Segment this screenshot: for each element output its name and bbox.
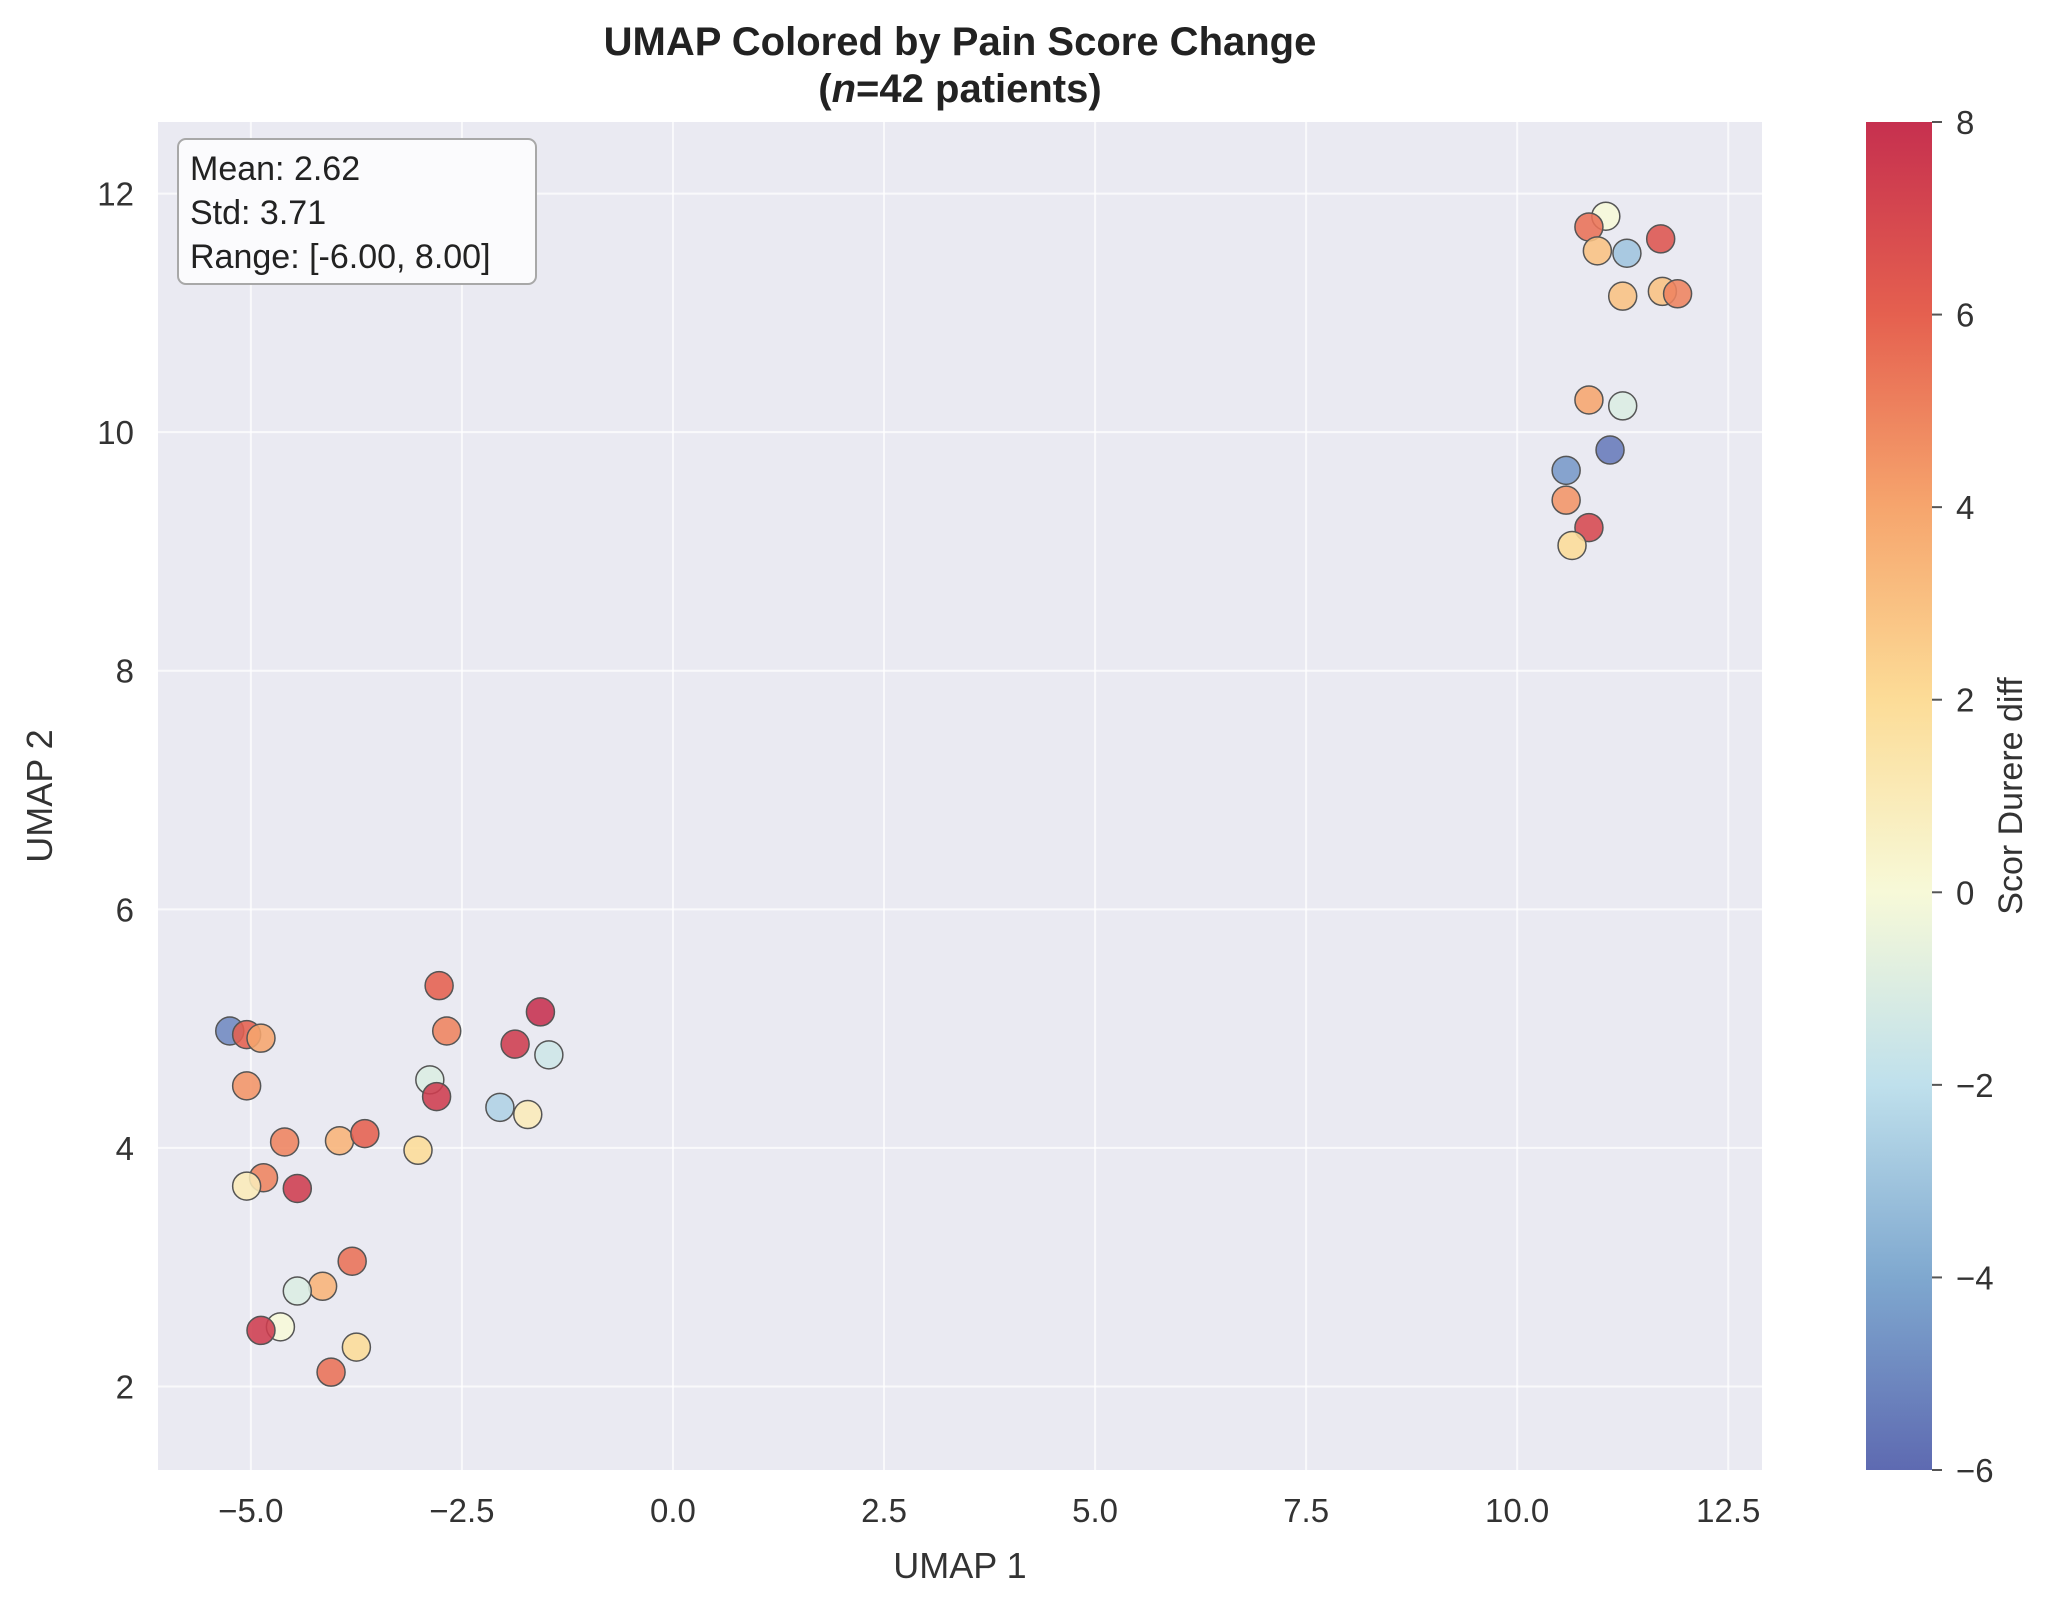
data-point: [282, 1276, 313, 1306]
y-tick-labels: 2 4 6 8 10 12: [97, 176, 134, 1406]
chart-title: UMAP Colored by Pain Score Change: [604, 20, 1317, 64]
x-tick-label: 10.0: [1485, 1492, 1549, 1529]
data-point: [513, 1099, 543, 1130]
data-point: [324, 1126, 355, 1156]
colorbar-tick-label: −2: [1956, 1067, 1994, 1104]
data-point: [1595, 435, 1625, 465]
colorbar-tick-label: 0: [1956, 874, 1974, 911]
colorbar-tick-label: 4: [1956, 489, 1974, 526]
data-point: [1607, 391, 1638, 421]
data-point: [424, 970, 454, 1001]
data-point: [337, 1246, 367, 1276]
data-point: [231, 1171, 262, 1201]
colorbar-tick-label: −6: [1956, 1452, 1994, 1489]
data-point: [1551, 455, 1581, 486]
data-point: [350, 1118, 380, 1149]
data-point: [485, 1092, 515, 1123]
colorbar-tick-labels: −6 −4 −2 0 2 4 6 8: [1932, 104, 1994, 1489]
y-tick-label: 12: [97, 176, 134, 213]
stats-range: Range: [-6.00, 8.00]: [190, 238, 491, 276]
data-point: [525, 997, 556, 1027]
data-point: [534, 1040, 564, 1070]
x-tick-label: 5.0: [1072, 1492, 1118, 1529]
stats-box-frame: [177, 138, 537, 285]
data-point: [403, 1135, 433, 1166]
data-point: [269, 1127, 300, 1157]
y-tick-label: 8: [116, 653, 134, 690]
data-point: [421, 1081, 452, 1112]
stats-mean: Mean: 2.62: [190, 150, 360, 188]
data-point: [431, 1016, 462, 1046]
x-tick-labels: −5.0 −2.5 0.0 2.5 5.0 7.5 10.0 12.5: [218, 1492, 1760, 1529]
colorbar-tick-label: 6: [1956, 297, 1974, 334]
data-point: [246, 1023, 276, 1053]
y-axis-label: UMAP 2: [19, 729, 60, 862]
data-point: [1662, 279, 1693, 309]
data-point: [1574, 385, 1604, 415]
grid-lines: [158, 122, 1762, 1470]
data-point: [500, 1029, 530, 1059]
data-point: [1612, 238, 1642, 268]
plot-area: [158, 122, 1762, 1470]
x-tick-label: −2.5: [429, 1492, 494, 1529]
y-tick-label: 10: [97, 414, 134, 451]
chart-subtitle: (n=42 patients): [818, 67, 1101, 111]
data-point: [341, 1332, 372, 1362]
data-point: [1645, 224, 1676, 254]
y-tick-label: 6: [116, 891, 134, 928]
data-point: [1607, 281, 1638, 311]
data-point: [1582, 236, 1613, 266]
y-tick-label: 2: [116, 1368, 134, 1405]
stats-std: Std: 3.71: [190, 194, 326, 232]
data-point: [307, 1271, 338, 1302]
x-tick-label: 7.5: [1283, 1492, 1329, 1529]
x-tick-label: −5.0: [218, 1492, 283, 1529]
data-point: [1551, 485, 1581, 515]
data-point: [316, 1357, 346, 1387]
colorbar-tick-label: 2: [1956, 682, 1974, 719]
x-tick-label: 2.5: [861, 1492, 907, 1529]
data-points: [215, 201, 1693, 1387]
subtitle-n: n: [832, 67, 856, 111]
subtitle-open: (: [818, 67, 832, 111]
stats-box: Mean: 2.62 Std: 3.71 Range: [-6.00, 8.00…: [177, 138, 537, 285]
colorbar-tick-label: −4: [1956, 1259, 1994, 1296]
data-point: [231, 1071, 262, 1101]
data-point: [282, 1173, 313, 1204]
data-point: [246, 1315, 276, 1346]
colorbar: [1866, 122, 1932, 1470]
data-point: [1557, 530, 1587, 561]
subtitle-rest: =42 patients): [856, 67, 1102, 111]
x-tick-label: 0.0: [650, 1492, 696, 1529]
x-axis-label: UMAP 1: [893, 1545, 1026, 1586]
colorbar-label: Scor Durere diff: [1992, 677, 2030, 915]
y-tick-label: 4: [116, 1130, 134, 1167]
colorbar-tick-label: 8: [1956, 104, 1974, 141]
x-tick-label: 12.5: [1696, 1492, 1760, 1529]
